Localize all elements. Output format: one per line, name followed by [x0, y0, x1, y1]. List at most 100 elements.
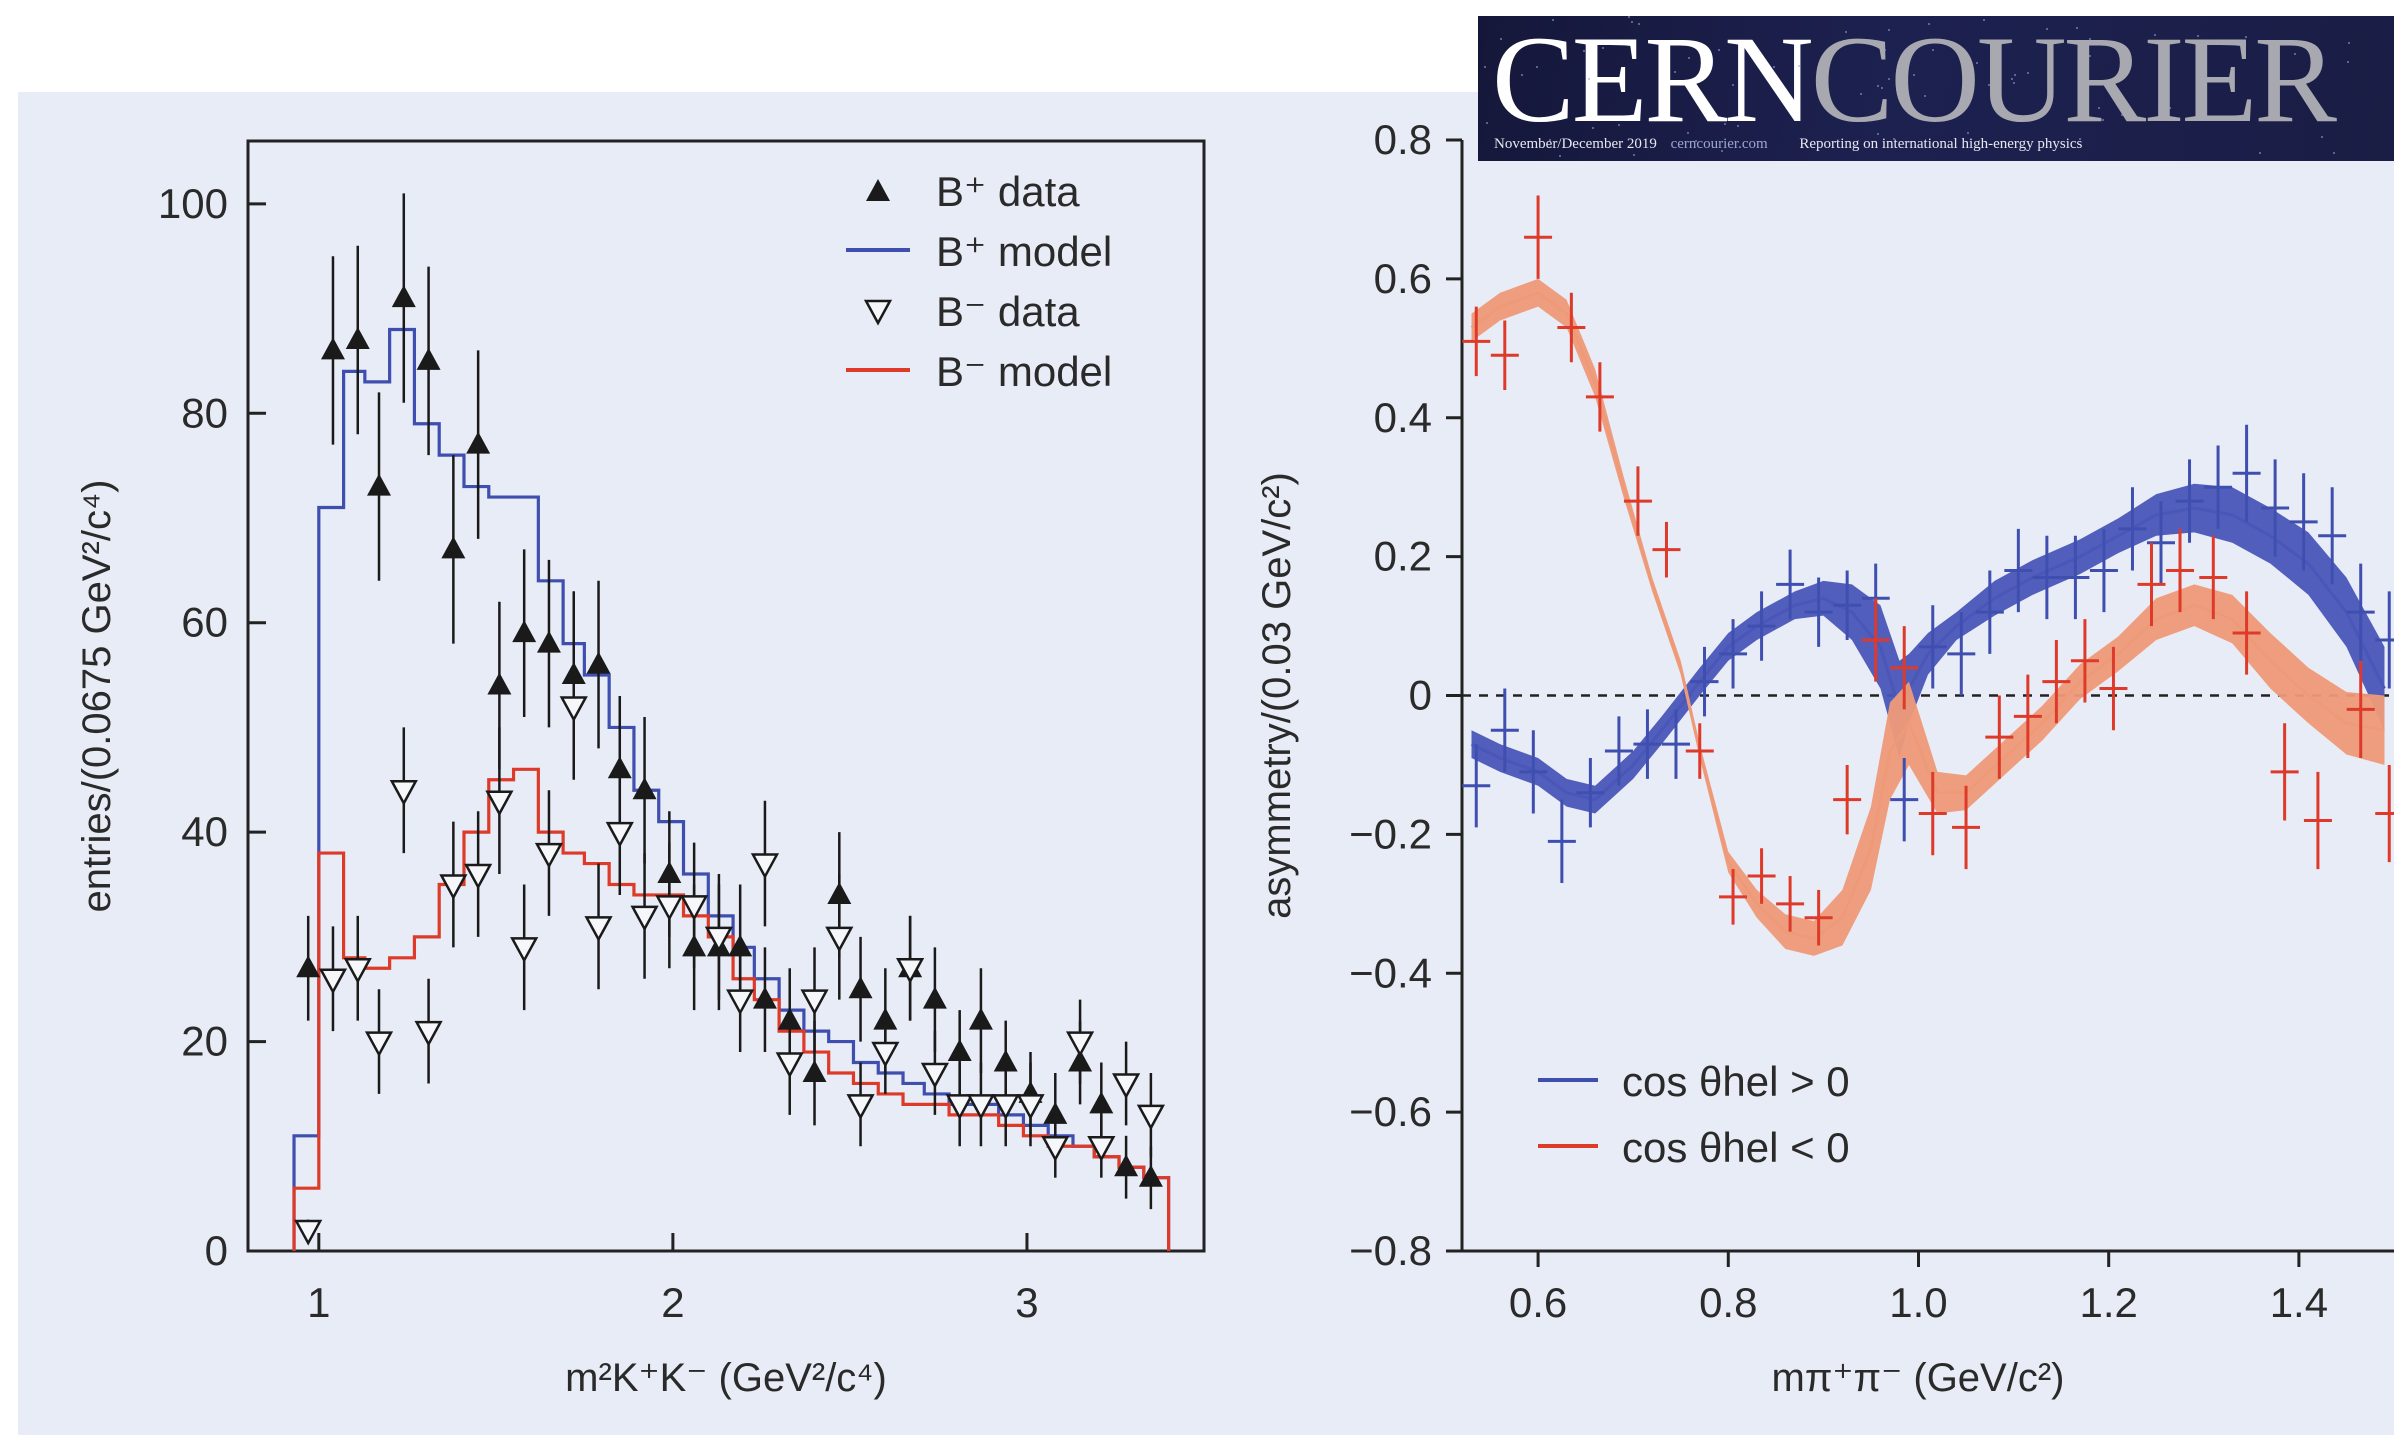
banner-star — [1638, 23, 1641, 25]
banner-star — [2347, 61, 2350, 64]
plot2-xtick-label: 1.4 — [2270, 1279, 2328, 1326]
plot2-xtick-label: 1.2 — [2079, 1279, 2137, 1326]
plot1-point-bminus — [414, 1020, 443, 1047]
banner-star — [2197, 35, 2200, 38]
plot1-point-bminus — [896, 958, 925, 984]
plot1-point-bplus — [345, 326, 370, 349]
plot1-point-bminus — [584, 916, 613, 942]
plot1-point-bplus — [512, 620, 537, 643]
banner-star — [2014, 73, 2017, 76]
banner-star — [2076, 26, 2079, 29]
plot1-point-bminus — [439, 874, 468, 901]
plot1-point-bminus — [534, 842, 564, 869]
banner-star — [1631, 21, 1634, 24]
banner-star — [2245, 36, 2248, 39]
banner-star — [1876, 85, 1879, 88]
banner-star — [1736, 125, 1739, 128]
plot1-point-bminus — [871, 1041, 900, 1068]
banner-star — [1931, 48, 1934, 51]
banner-logo: CERNCOURIER — [1492, 16, 2337, 148]
plot1-point-bplus — [367, 473, 392, 496]
plot1-point-bminus — [464, 863, 493, 890]
banner-star — [1987, 84, 1990, 87]
plot1-model-3 — [292, 767, 1171, 1251]
plot1-point-bminus — [800, 989, 829, 1016]
plot1-model-1 — [292, 327, 1171, 1251]
banner-star — [2026, 72, 2029, 75]
plot2-band-neg — [1471, 278, 2385, 956]
banner-star — [1627, 16, 1630, 19]
banner-star — [1718, 49, 1721, 52]
banner-logo-courier: COURIER — [1810, 16, 2337, 148]
plot2-legend-label: cos θhel < 0 — [1622, 1124, 1850, 1171]
plot1-point-bminus — [920, 1062, 950, 1089]
banner-star — [1975, 62, 1978, 65]
banner-star — [2121, 113, 2124, 116]
plot1-point-bplus — [607, 756, 632, 779]
plot2-ytick-label: −0.6 — [1349, 1088, 1432, 1135]
banner-star — [1695, 139, 1698, 142]
banner-star — [1587, 78, 1590, 81]
plot1-point-bplus — [1138, 1164, 1163, 1187]
banner-star — [1536, 65, 1539, 68]
plot1-point-bminus — [559, 696, 588, 723]
plot1-point-bminus — [945, 1094, 974, 1121]
plot1-legend-label: B⁺ data — [936, 168, 1080, 215]
plot2-band-center-neg — [1470, 291, 2385, 941]
plot1-point-bminus — [389, 779, 418, 806]
banner-star — [2259, 151, 2262, 154]
plot1-ylabel: entries/(0.0675 GeV²/c⁴) — [75, 480, 119, 913]
plot1-point-bplus — [848, 976, 873, 999]
banner-star — [1966, 132, 1969, 135]
plot1-point-bplus — [947, 1039, 972, 1062]
banner-star — [2089, 38, 2092, 41]
plot1-point-bminus — [704, 926, 734, 953]
plot1-point-bminus — [1016, 1094, 1045, 1121]
plot1-point-bplus — [536, 630, 561, 653]
plot1-frame — [246, 139, 1206, 1253]
plot1-point-bminus — [1111, 1073, 1141, 1100]
banner-star — [1732, 84, 1735, 87]
plot2-xtick-label: 1.0 — [1889, 1279, 1947, 1326]
plot2-xlabel: mπ⁺π⁻ (GeV/c²) — [1772, 1356, 2065, 1400]
plot1-ytick-label: 40 — [181, 808, 228, 855]
plot1-point-bplus — [466, 431, 491, 454]
banner-star — [1521, 73, 1524, 76]
plot1-legend-label: B⁺ model — [936, 228, 1112, 275]
plot1-point-bplus — [802, 1059, 827, 1082]
banner-star — [2347, 42, 2350, 45]
banner-star — [1549, 139, 1552, 142]
banner-star — [1927, 23, 1930, 26]
plot1-point-bminus — [318, 968, 348, 995]
plot1-point-bplus — [320, 337, 345, 360]
banner-star — [1485, 121, 1488, 124]
banner-star — [1881, 86, 1884, 89]
banner-tagline: Reporting on international high-energy p… — [1799, 136, 2083, 152]
plot1-point-bplus — [296, 955, 321, 978]
banner-star — [1552, 18, 1555, 21]
plot2-ytick-label: 0.8 — [1374, 116, 1432, 163]
banner-star — [1893, 138, 1896, 141]
banner-star — [1687, 57, 1690, 60]
plot2-xtick-label: 0.8 — [1699, 1279, 1757, 1326]
plot2-ytick-label: 0.4 — [1374, 394, 1432, 441]
banner-star — [2158, 105, 2161, 108]
plot1-ytick-label: 20 — [181, 1018, 228, 1065]
plot1-point-bminus — [991, 1094, 1020, 1121]
plot1-point-bplus — [632, 777, 657, 800]
plot1-point-bplus — [1043, 1101, 1068, 1124]
plot1-point-bminus — [605, 821, 634, 848]
banner-star — [2102, 119, 2105, 122]
plot1-point-bminus — [775, 1052, 804, 1079]
banner-star — [2097, 106, 2100, 109]
banner-star — [1591, 127, 1594, 130]
banner-star — [1484, 66, 1487, 69]
plot1-point-bminus — [294, 1219, 323, 1246]
banner-star — [1500, 37, 1503, 40]
plot1-ytick-label: 80 — [181, 389, 228, 436]
plot1-legend-label: B⁻ data — [936, 288, 1080, 335]
plot1-point-bplus — [1114, 1154, 1139, 1177]
plot1-point-bplus — [416, 347, 441, 370]
plot1-legend-label: B⁻ model — [936, 348, 1112, 395]
banner-url[interactable]: cerncourier.com — [1670, 136, 1768, 152]
